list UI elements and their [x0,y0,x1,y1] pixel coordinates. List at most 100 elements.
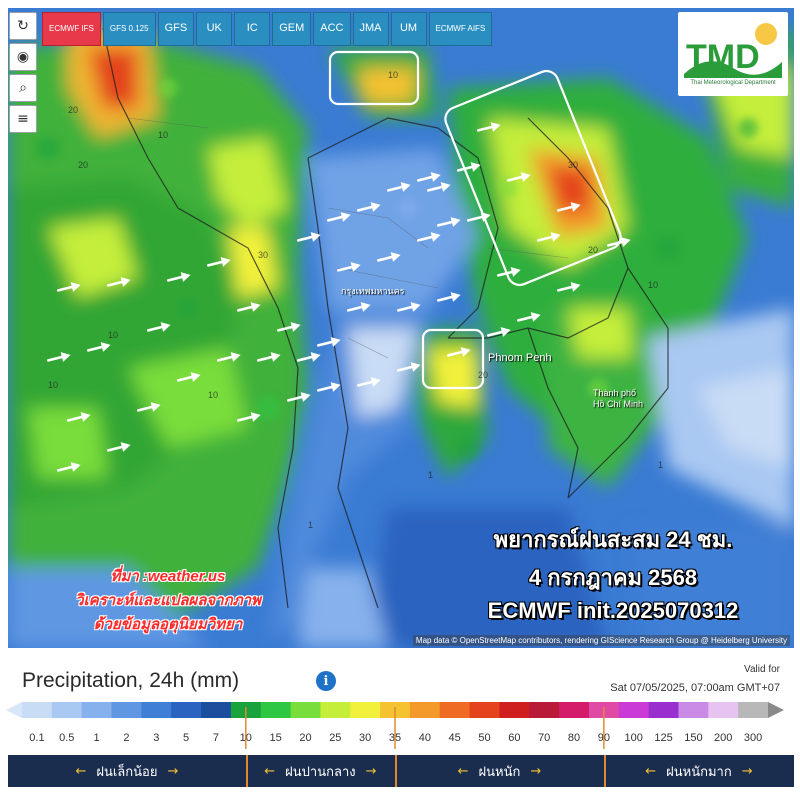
model-tab[interactable]: JMA [352,12,389,46]
intensity-category: ← ฝนเล็กน้อย → [8,755,246,787]
model-tab[interactable]: ECMWF IFS [42,12,101,46]
color-scale: 0.10.51235710152025303540455060708090100… [6,702,784,749]
map-toolbar: ↻ ◉ ⌕ ≡ [9,12,37,133]
wind-arrow [476,122,501,132]
arrow-left-icon: ← [645,763,657,779]
scale-tick-label: 1 [94,732,100,744]
model-tab[interactable]: ECMWF AIFS [428,12,493,46]
source-line-1: ที่มา :weather.us [110,568,226,585]
svg-text:20: 20 [478,370,488,380]
info-icon[interactable]: i [316,671,336,691]
scale-swatch [320,702,351,718]
scale-swatch [499,702,530,718]
forecast-init: ECMWF init.2025070312 [487,598,739,623]
wind-arrow [486,327,511,337]
wind-arrow [136,402,161,412]
scale-tick-label: 50 [478,732,490,744]
wind-arrow [166,272,191,282]
valid-for-label: Valid for [744,664,780,675]
wind-arrow [146,322,171,332]
scale-swatch [738,702,769,718]
scale-tick-label: 200 [714,732,732,744]
scale-tick-label: 25 [329,732,341,744]
scale-left-arrow [6,702,22,718]
scale-swatch [111,702,142,718]
model-tab[interactable]: GFS 0.125 [102,12,156,46]
scale-swatch [469,702,500,718]
model-tab[interactable]: GEM [272,12,312,46]
wind-arrow [376,252,401,262]
wind-arrow [206,257,231,267]
model-tab[interactable]: ACC [313,12,351,46]
scale-swatch [559,702,590,718]
source-line-3: ด้วยข้อมูลอุตุนิยมวิทยา [93,616,243,633]
scale-tick-label: 125 [654,732,672,744]
intensity-category-label: ฝนหนักมาก [666,764,732,780]
scale-swatch [708,702,739,718]
city-label-phnom-penh: Phnom Penh [488,352,552,364]
category-divider [603,755,606,787]
intensity-category-bar: ← ฝนเล็กน้อย → ← ฝนปานกลาง → ← ฝนหนัก → ← ฝ… [8,755,794,787]
model-tab[interactable]: UK [196,12,233,46]
wind-arrow [386,182,411,192]
scale-tick-label: 40 [419,732,431,744]
tmd-logo-subtitle: Thai Meteorological Department [690,80,776,86]
wind-arrow [426,182,451,192]
source-line-2: วิเคราะห์และแปลผลจากภาพ [75,592,261,609]
wind-arrow [466,212,491,222]
city-label-bangkok: กรุงเทพมหานคร [341,286,405,296]
forecast-title: พยากรณ์ฝนสะสม 24 ชม. [493,527,733,552]
wind-arrow [56,282,81,292]
arrow-left-icon: ← [457,763,469,779]
wind-arrow [336,262,361,272]
scale-tick-label: 60 [508,732,520,744]
scale-tick-label: 0.1 [29,732,44,744]
wind-arrow [436,217,461,227]
wind-arrow [516,312,541,322]
valid-time: Sat 07/05/2025, 07:00am GMT+07 [610,682,780,694]
intensity-category-label: ฝนหนัก [478,764,521,780]
wind-arrow [416,232,441,242]
model-tab[interactable]: IC [234,12,271,46]
arrow-right-icon: → [167,763,179,779]
scale-right-arrow [768,702,784,718]
arrow-left-icon: ← [264,763,276,779]
scale-swatch [618,702,650,718]
scale-tick-label: 3 [153,732,159,744]
layers-icon[interactable]: ≡ [9,105,37,133]
wind-arrow [86,342,111,352]
wind-arrow [556,282,581,292]
wind-arrow [46,352,71,362]
model-tab[interactable]: UM [390,12,427,46]
arrow-right-icon: → [741,763,753,779]
scale-tick-label: 300 [744,732,762,744]
arrow-right-icon: → [530,763,542,779]
city-label-hcm-1: Thành phố [593,388,637,398]
precipitation-map[interactable]: 20 20 10 30 10 10 10 30 20 10 20 10 1 1 1 ECMWF IF… [8,8,794,648]
wind-arrow [276,322,301,332]
model-tab[interactable]: GFS [157,12,195,46]
wind-arrow [286,392,311,402]
refresh-icon[interactable]: ↻ [9,12,37,40]
arrow-right-icon: → [365,763,377,779]
precipitation-legend: Precipitation, 24h (mm) i Valid for Sat … [0,655,800,793]
scale-swatch [260,702,292,718]
map-canvas: 20 20 10 30 10 10 10 30 20 10 20 10 1 1 1 [8,8,794,648]
svg-text:20: 20 [68,105,78,115]
wind-arrow [416,172,441,182]
wind-arrow [236,302,261,312]
scale-swatch [678,702,709,718]
svg-text:TMD: TMD [686,38,760,76]
wind-arrow [56,462,81,472]
intensity-category-label: ฝนปานกลาง [285,764,356,780]
location-pin-icon[interactable]: ◉ [9,43,37,71]
zoom-icon[interactable]: ⌕ [9,74,37,102]
wind-arrow [176,372,201,382]
wind-arrow [106,277,131,287]
svg-text:1: 1 [308,520,313,530]
tmd-logo-graphic: TMD [684,23,782,78]
wind-arrow [456,162,481,172]
svg-text:1: 1 [658,460,663,470]
svg-text:20: 20 [588,245,598,255]
